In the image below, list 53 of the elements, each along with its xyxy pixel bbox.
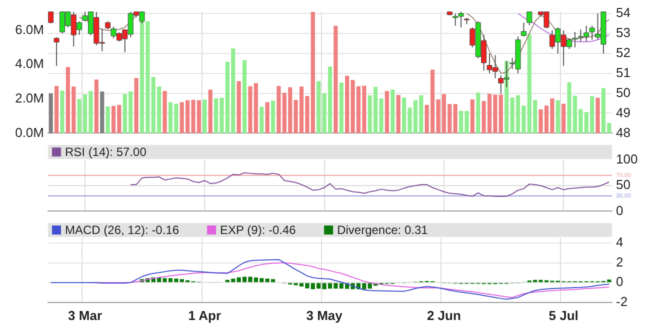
x-tick-label: 2 Jun — [426, 308, 461, 323]
y-tick-label: 50 — [616, 177, 630, 192]
y2-tick-label: 48 — [616, 124, 630, 140]
y2-tick-label: 49 — [616, 104, 630, 120]
y-tick-label: 4 — [616, 234, 624, 250]
bar — [208, 90, 212, 134]
bar — [162, 91, 167, 134]
bar — [396, 94, 400, 134]
bar — [596, 98, 600, 134]
bar — [384, 91, 390, 134]
bar — [60, 90, 64, 134]
x-tick-label: 3 Mar — [68, 308, 102, 323]
x-tick-label: 1 Apr — [188, 308, 222, 323]
y-tick-label: 2 — [616, 254, 624, 270]
bar — [242, 60, 247, 134]
bar — [476, 92, 480, 134]
bar — [339, 82, 344, 134]
bar — [556, 100, 560, 134]
bar — [562, 104, 566, 134]
y-tick-label: 2.0M — [15, 90, 44, 106]
y-tick-label: 0 — [616, 274, 624, 290]
y-tick-label: -2 — [616, 294, 628, 309]
bar — [265, 102, 270, 134]
bar — [54, 86, 59, 134]
y2-tick-label: 52 — [616, 44, 630, 60]
bar — [270, 100, 276, 134]
y-tick-label: 0 — [616, 202, 624, 218]
bar — [202, 100, 207, 134]
x-tick-label: 3 May — [306, 308, 344, 323]
y2-tick-label: 54 — [616, 4, 630, 20]
y2-tick-label: 53 — [616, 24, 630, 40]
legend-label: Divergence: 0.31 — [337, 222, 428, 237]
bar — [316, 81, 321, 134]
y2-tick-label: 51 — [616, 64, 630, 80]
bar — [260, 106, 264, 134]
y-tick-label: 0.0M — [15, 124, 44, 140]
bar — [236, 81, 241, 134]
bar — [100, 92, 104, 134]
bar — [334, 26, 338, 134]
bar — [48, 93, 53, 134]
legend-label: EXP (9): -0.46 — [220, 222, 296, 237]
legend-label: RSI (14): 57.00 — [65, 144, 147, 159]
legend-label: MACD (26, 12): -0.16 — [65, 222, 180, 237]
bar — [390, 89, 395, 134]
bar — [106, 106, 110, 134]
y-tick-label: 100 — [616, 152, 638, 167]
y-tick-label: 4.0M — [15, 56, 44, 72]
y-tick-label: 6.0M — [15, 22, 44, 37]
bar — [134, 78, 138, 134]
bar — [453, 104, 458, 134]
bar — [470, 99, 474, 134]
bar — [94, 80, 98, 134]
x-tick-label: 5 Jul — [548, 308, 578, 323]
